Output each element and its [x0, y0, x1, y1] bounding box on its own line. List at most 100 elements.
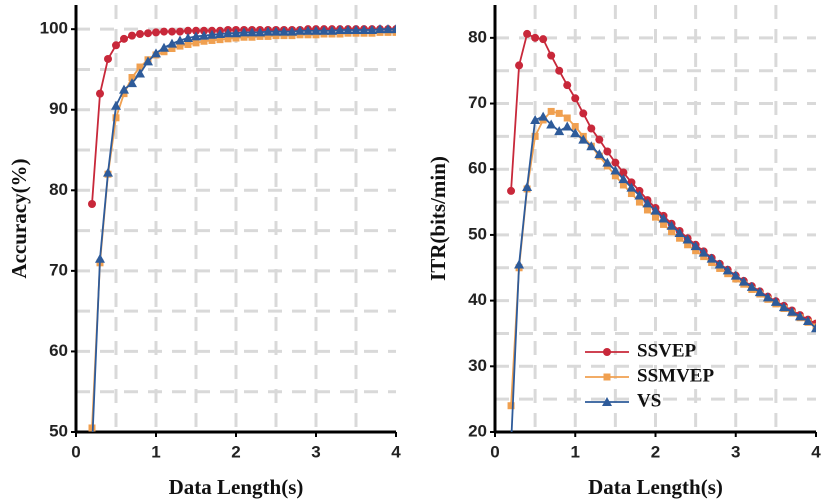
- marker: [280, 32, 288, 40]
- y-tick-label: 60: [49, 341, 68, 360]
- x-tick-label: 0: [490, 442, 499, 461]
- x-tick-label: 3: [311, 442, 320, 461]
- marker: [652, 213, 659, 221]
- marker: [199, 30, 209, 40]
- marker: [538, 111, 549, 121]
- x-axis-label: Data Length(s): [588, 475, 723, 499]
- marker: [143, 56, 153, 66]
- plot-area: [88, 24, 396, 432]
- marker: [359, 24, 369, 34]
- marker: [514, 259, 525, 269]
- marker: [668, 228, 676, 236]
- series-line: [510, 110, 816, 406]
- marker: [296, 31, 304, 39]
- marker: [287, 26, 297, 36]
- marker: [295, 25, 305, 35]
- series-line: [91, 28, 396, 432]
- y-tick-label: 80: [49, 180, 68, 199]
- marker: [152, 28, 160, 37]
- marker: [594, 149, 605, 159]
- marker: [104, 54, 112, 63]
- marker: [136, 63, 144, 71]
- marker: [555, 66, 564, 75]
- marker: [191, 31, 201, 41]
- marker: [762, 292, 773, 302]
- legend-marker: [603, 348, 611, 356]
- marker: [184, 26, 192, 35]
- marker: [666, 220, 677, 230]
- y-tick-label: 70: [49, 260, 68, 279]
- x-tick-label: 2: [651, 442, 660, 461]
- marker: [523, 29, 532, 38]
- marker: [128, 31, 136, 40]
- marker: [239, 27, 249, 37]
- x-axis-label: Data Length(s): [169, 475, 304, 499]
- marker: [618, 174, 629, 184]
- marker: [216, 36, 224, 44]
- marker: [515, 61, 524, 70]
- y-tick-label: 20: [468, 421, 487, 440]
- marker: [578, 134, 589, 144]
- marker: [231, 28, 241, 38]
- legend-label: SSVEP: [637, 340, 697, 361]
- legend: SSVEP SSMVEP VS: [585, 340, 714, 411]
- marker: [531, 33, 540, 42]
- marker: [136, 30, 144, 39]
- marker: [224, 35, 232, 43]
- marker: [168, 45, 176, 53]
- series-line: [91, 28, 396, 205]
- marker: [192, 39, 200, 47]
- marker: [167, 38, 177, 48]
- marker: [375, 24, 385, 34]
- marker: [208, 36, 216, 44]
- marker: [635, 198, 643, 206]
- marker: [531, 132, 539, 140]
- marker: [682, 234, 693, 244]
- marker: [595, 135, 604, 144]
- marker: [562, 121, 573, 131]
- marker: [522, 181, 533, 191]
- y-tick-label: 80: [468, 27, 487, 46]
- marker: [336, 30, 344, 38]
- marker: [168, 27, 176, 36]
- marker: [754, 287, 765, 297]
- marker: [738, 276, 749, 286]
- marker: [383, 24, 393, 34]
- marker: [160, 48, 168, 56]
- marker: [183, 33, 193, 43]
- marker: [571, 123, 579, 131]
- marker: [95, 253, 105, 263]
- y-tick-label: 100: [40, 19, 68, 38]
- marker: [255, 27, 265, 37]
- marker: [554, 126, 565, 136]
- marker: [144, 29, 152, 38]
- marker: [706, 253, 717, 263]
- marker: [159, 42, 169, 52]
- marker: [135, 68, 145, 78]
- marker: [611, 172, 619, 180]
- marker: [602, 157, 613, 167]
- marker: [112, 41, 120, 50]
- marker: [570, 128, 581, 138]
- marker: [256, 32, 264, 40]
- marker: [175, 35, 185, 45]
- legend-label: SSMVEP: [637, 365, 714, 386]
- x-tick-label: 3: [731, 442, 740, 461]
- marker: [112, 114, 120, 122]
- marker: [128, 74, 136, 82]
- marker: [547, 107, 555, 115]
- x-tick-label: 4: [391, 442, 401, 461]
- y-tick-label: 40: [468, 290, 487, 309]
- legend-label: VS: [637, 390, 661, 411]
- marker: [555, 109, 563, 117]
- y-tick-label: 90: [49, 99, 68, 118]
- marker: [650, 205, 661, 215]
- marker: [563, 114, 571, 122]
- marker: [88, 199, 96, 208]
- axes: 0 1 2 3 4 50 60 70 80 90 100 Data Length(s) Accuracy…: [7, 5, 401, 499]
- marker: [119, 84, 129, 94]
- marker: [660, 220, 668, 228]
- y-axis-label: ITR(bits/min): [426, 156, 450, 281]
- y-tick-label: 50: [49, 421, 68, 440]
